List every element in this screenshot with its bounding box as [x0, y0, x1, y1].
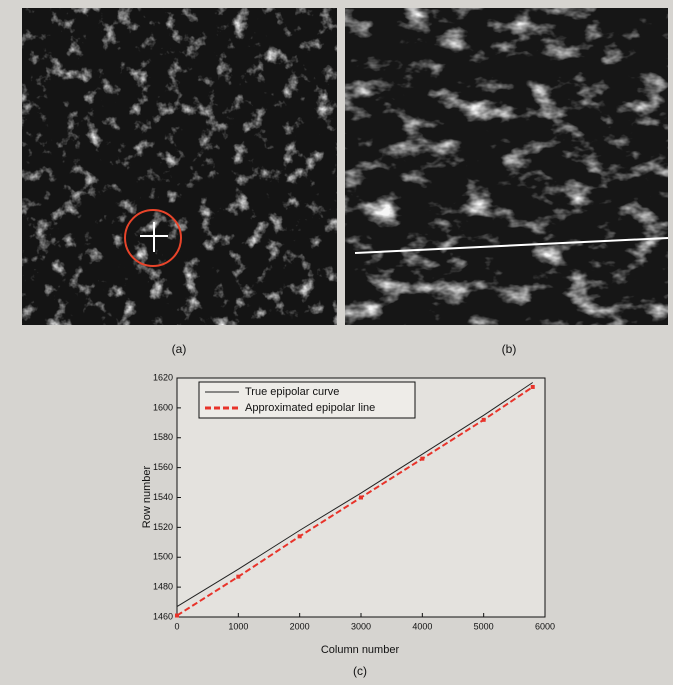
legend-label: True epipolar curve	[245, 386, 339, 398]
panel-label: (b)	[502, 342, 517, 356]
y-tick-label: 1540	[153, 492, 173, 502]
y-tick-label: 1460	[153, 611, 173, 621]
legend-label: Approximated epipolar line	[245, 402, 375, 414]
y-tick-label: 1500	[153, 552, 173, 562]
point	[298, 534, 302, 538]
image-b	[345, 8, 668, 325]
y-tick-label: 1600	[153, 402, 173, 412]
panel-label: (c)	[353, 664, 367, 678]
y-tick-label: 1580	[153, 432, 173, 442]
x-axis-title: Column number	[321, 644, 400, 656]
point	[482, 418, 486, 422]
point	[531, 385, 535, 389]
point	[175, 614, 179, 618]
x-tick-label: 3000	[351, 621, 371, 631]
x-tick-label: 1000	[228, 621, 248, 631]
panel-label: (a)	[172, 342, 187, 356]
x-tick-label: 5000	[474, 621, 494, 631]
x-tick-label: 0	[174, 621, 179, 631]
x-tick-label: 4000	[412, 621, 432, 631]
point	[359, 496, 363, 500]
y-axis-title: Row number	[141, 465, 153, 528]
point	[420, 457, 424, 461]
y-tick-label: 1560	[153, 462, 173, 472]
y-tick-label: 1520	[153, 522, 173, 532]
point	[236, 575, 240, 579]
image-a	[22, 8, 337, 325]
figure: (a) (b) (c) Column number Row number 146…	[0, 0, 673, 685]
y-tick-label: 1620	[153, 372, 173, 382]
x-tick-label: 2000	[290, 621, 310, 631]
y-tick-label: 1480	[153, 582, 173, 592]
x-tick-label: 6000	[535, 621, 555, 631]
